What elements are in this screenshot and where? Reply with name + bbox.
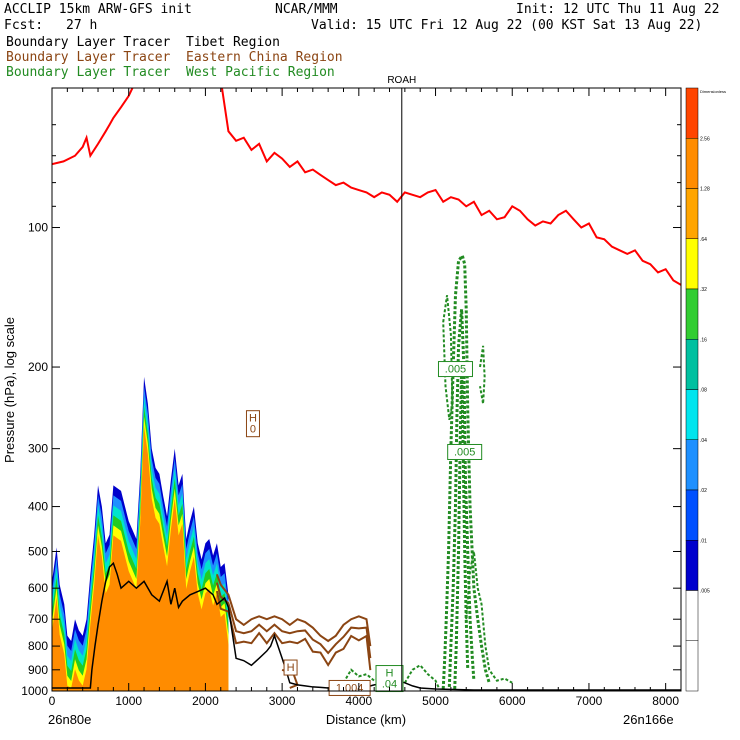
legend-tibet: Boundary Layer Tracer Tibet Region bbox=[6, 35, 280, 50]
y-tick-label: 600 bbox=[28, 581, 48, 595]
colorbar-level-label: .01 bbox=[700, 538, 707, 544]
y-tick-label: 800 bbox=[28, 639, 48, 653]
colorbar-level-label: .02 bbox=[700, 488, 707, 494]
east-china-contour bbox=[215, 573, 372, 647]
x-axis-title: Distance (km) bbox=[326, 712, 406, 727]
west-pacific-contour bbox=[479, 345, 486, 404]
valid-time: Valid: 15 UTC Fri 12 Aug 22 (00 KST Sat … bbox=[311, 18, 703, 33]
forecast-hour: 27 h bbox=[66, 18, 98, 33]
plot-area bbox=[52, 88, 681, 691]
colorbar-level-label: 1.28 bbox=[700, 187, 710, 193]
contour-label: H bbox=[386, 668, 394, 680]
west-pacific-contour bbox=[403, 663, 441, 690]
contour-label: H bbox=[249, 413, 257, 425]
model-title: ACCLIP 15km ARW-GFS init bbox=[4, 2, 192, 17]
x-tick-label: 6000 bbox=[499, 694, 526, 708]
plot-frame bbox=[51, 87, 682, 692]
legend-east-china: Boundary Layer Tracer Eastern China Regi… bbox=[6, 50, 343, 65]
colorbar-swatch bbox=[685, 87, 699, 139]
init-time: Init: 12 UTC Thu 11 Aug 22 bbox=[516, 2, 720, 17]
contour-label-box bbox=[245, 410, 260, 438]
colorbar-level-label: .005 bbox=[700, 589, 710, 595]
y-tick-label: 200 bbox=[28, 360, 48, 374]
legend-west-pacific: Boundary Layer Tracer West Pacific Regio… bbox=[6, 65, 335, 80]
west-pacific-contour bbox=[442, 295, 454, 421]
x-tick-label: 0 bbox=[49, 694, 56, 708]
contour-label-box bbox=[437, 361, 473, 378]
colorbar-swatch bbox=[685, 138, 699, 189]
x-tick-label: 1000 bbox=[115, 694, 142, 708]
colorbar-swatch bbox=[685, 188, 699, 239]
contour-label: .005 bbox=[445, 364, 466, 376]
colorbar-level-label: .04 bbox=[700, 438, 707, 444]
colorbar-swatch bbox=[685, 389, 699, 440]
west-pacific-contour bbox=[441, 252, 491, 690]
y-tick-label: 500 bbox=[28, 544, 48, 558]
colorbar-swatch bbox=[685, 238, 699, 290]
colorbar-swatch bbox=[685, 540, 699, 591]
contour-label: .005 bbox=[454, 446, 475, 458]
y-tick-label: 100 bbox=[28, 221, 48, 235]
forecast-label: Fcst: bbox=[4, 18, 44, 33]
colorbar-swatch bbox=[685, 288, 699, 340]
colorbar-swatch bbox=[685, 590, 699, 641]
colorbar-level-label: .08 bbox=[700, 388, 707, 394]
org-label: NCAR/MMM bbox=[275, 2, 338, 17]
east-china-contour bbox=[215, 590, 372, 671]
contour-label-box bbox=[283, 659, 298, 676]
colorbar: Dimensionless 2.56 1.28 .64 .32 .16 .08 .04 .02.… bbox=[685, 87, 726, 692]
contour-label: .04 bbox=[382, 679, 397, 691]
x-tick-label: 3000 bbox=[269, 694, 296, 708]
y-axis-title: Pressure (hPa), log scale bbox=[2, 317, 17, 463]
station-label: ROAH bbox=[387, 75, 416, 86]
tibet-tracer-band-5 bbox=[52, 426, 229, 691]
x-tick-label: 8000 bbox=[652, 694, 679, 708]
colorbar-level-label: 2.56 bbox=[700, 136, 710, 142]
colorbar-level-label: Dimensionless bbox=[700, 89, 726, 94]
x-tick-label: 7000 bbox=[576, 694, 603, 708]
colorbar-swatch bbox=[685, 339, 699, 390]
colorbar-swatch bbox=[685, 439, 699, 491]
y-tick-label: 1000 bbox=[21, 684, 48, 698]
contour-label-box bbox=[328, 679, 371, 696]
west-pacific-contour bbox=[465, 551, 513, 684]
x-tick-label: 2000 bbox=[192, 694, 219, 708]
y-tick-label: 900 bbox=[28, 663, 48, 677]
contour-label: H bbox=[287, 662, 295, 674]
y-tick-label: 300 bbox=[28, 442, 48, 456]
colorbar-level-label: .64 bbox=[700, 237, 707, 243]
y-tick-label: 400 bbox=[28, 500, 48, 514]
y-tick-label: 700 bbox=[28, 612, 48, 626]
contour-label: 0 bbox=[250, 424, 256, 436]
right-endpoint-label: 26n166e bbox=[623, 712, 674, 727]
contour-label-box bbox=[447, 443, 483, 460]
tropopause-line bbox=[52, 88, 681, 286]
colorbar-swatch bbox=[685, 489, 699, 541]
x-tick-label: 5000 bbox=[422, 694, 449, 708]
colorbar-level-label: .32 bbox=[700, 287, 707, 293]
colorbar-swatch bbox=[685, 640, 699, 692]
colorbar-level-label: .16 bbox=[700, 337, 707, 343]
left-endpoint-label: 26n80e bbox=[48, 712, 91, 727]
east-china-contour bbox=[215, 582, 372, 659]
x-tick-label: 4000 bbox=[345, 694, 372, 708]
